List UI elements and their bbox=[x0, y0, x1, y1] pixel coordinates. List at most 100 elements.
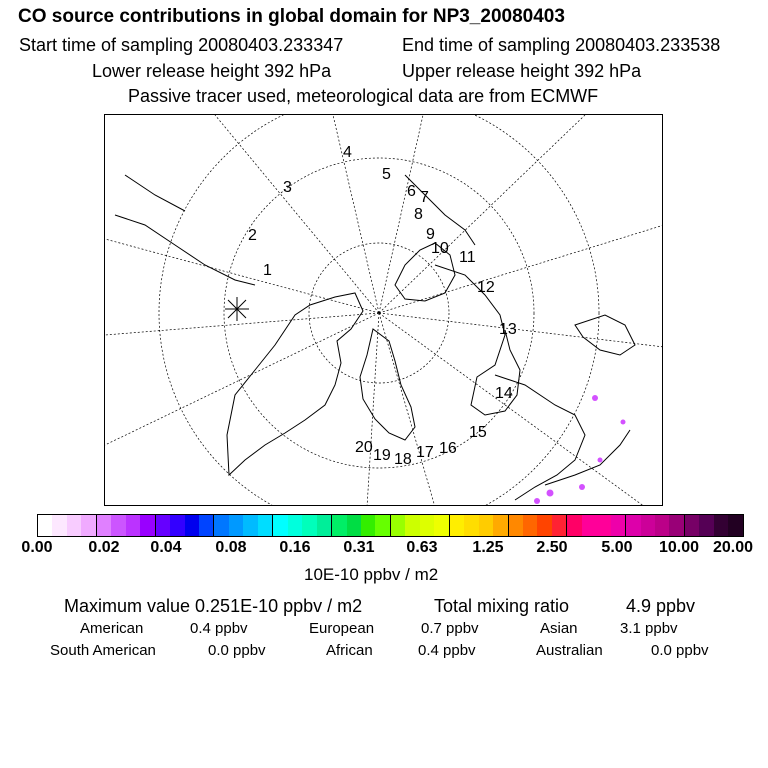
colorbar-tick: 10.00 bbox=[658, 539, 700, 556]
lat-circles bbox=[158, 115, 600, 505]
track-label: 12 bbox=[477, 279, 495, 296]
coast-west bbox=[114, 174, 256, 286]
colorbar-segment bbox=[302, 515, 317, 536]
hotspot bbox=[579, 484, 585, 490]
hotspot bbox=[546, 489, 554, 497]
coast-east bbox=[544, 429, 631, 486]
track-labels: 1 2 3 4 5 6 7 8 9 10 11 12 13 14 15 16 1… bbox=[248, 144, 517, 468]
meridians bbox=[105, 115, 662, 505]
colorbar-segment bbox=[434, 515, 450, 536]
colorbar-segment bbox=[684, 515, 700, 536]
data-note: Passive tracer used, meteorological data… bbox=[128, 86, 599, 106]
plot-title: CO source contributions in global domain… bbox=[18, 6, 565, 27]
colorbar-segment bbox=[111, 515, 126, 536]
colorbar-segment bbox=[38, 515, 53, 536]
colorbar-tick: 1.25 bbox=[472, 539, 504, 556]
colorbar-segment bbox=[273, 515, 288, 536]
coastlines bbox=[114, 174, 636, 501]
colorbar-segment bbox=[170, 515, 185, 536]
total-mixing-label: Total mixing ratio bbox=[434, 596, 570, 616]
source-value: 0.4 ppbv bbox=[190, 620, 248, 637]
map-svg: 1 2 3 4 5 6 7 8 9 10 11 12 13 14 15 16 1… bbox=[105, 115, 662, 505]
colorbar-segment bbox=[125, 515, 141, 536]
coast-north-america bbox=[226, 292, 364, 477]
colorbar-segment bbox=[52, 515, 67, 536]
meridian bbox=[214, 115, 380, 314]
coast-greenland bbox=[359, 328, 416, 441]
colorbar-segment bbox=[464, 515, 479, 536]
colorbar-tick: 0.08 bbox=[215, 539, 247, 556]
colorbar-segment bbox=[140, 515, 156, 536]
max-value: Maximum value 0.251E-10 ppbv / m2 bbox=[64, 596, 363, 616]
track-label: 18 bbox=[394, 451, 412, 468]
colorbar-tick: 0.02 bbox=[88, 539, 120, 556]
colorbar-segment bbox=[346, 515, 361, 536]
colorbar-segment bbox=[596, 515, 611, 536]
source-name: American bbox=[80, 620, 144, 637]
coast-scandinavia bbox=[434, 264, 521, 416]
colorbar bbox=[37, 514, 744, 537]
colorbar-segment bbox=[228, 515, 244, 536]
colorbar-segment bbox=[655, 515, 670, 536]
track-label: 1 bbox=[263, 262, 272, 279]
hotspot bbox=[592, 395, 598, 401]
colorbar-segment bbox=[332, 515, 347, 536]
hotspots bbox=[534, 395, 626, 504]
source-name: Australian bbox=[536, 642, 603, 659]
colorbar-tick: 0.31 bbox=[343, 539, 375, 556]
track-label: 6 bbox=[407, 183, 416, 200]
track-label: 9 bbox=[426, 226, 435, 243]
meridian bbox=[378, 312, 435, 505]
colorbar-segment bbox=[581, 515, 597, 536]
colorbar-segment bbox=[419, 515, 435, 536]
colorbar-tick: 2.50 bbox=[536, 539, 568, 556]
meridian bbox=[105, 238, 380, 314]
colorbar-segment bbox=[567, 515, 582, 536]
colorbar-segment bbox=[699, 515, 714, 536]
lower-release-height: Lower release height 392 hPa bbox=[92, 61, 332, 81]
colorbar-segment bbox=[81, 515, 97, 536]
colorbar-segment bbox=[257, 515, 274, 536]
track-label: 7 bbox=[420, 189, 429, 206]
colorbar-segment bbox=[243, 515, 258, 536]
start-time: Start time of sampling 20080403.233347 bbox=[19, 35, 344, 55]
track-label: 8 bbox=[414, 206, 423, 223]
colorbar-segment bbox=[640, 515, 656, 536]
colorbar-segment bbox=[728, 515, 743, 536]
coast-europe bbox=[494, 374, 586, 501]
meridian bbox=[378, 115, 424, 314]
colorbar-segment bbox=[375, 515, 391, 536]
colorbar-tick: 0.16 bbox=[279, 539, 311, 556]
end-time: End time of sampling 20080403.233538 bbox=[402, 35, 721, 55]
colorbar-segment bbox=[316, 515, 333, 536]
track-label: 11 bbox=[459, 249, 476, 266]
meridian bbox=[378, 312, 643, 505]
map-panel: 1 2 3 4 5 6 7 8 9 10 11 12 13 14 15 16 1… bbox=[104, 114, 663, 506]
colorbar-segment bbox=[360, 515, 376, 536]
colorbar-segment bbox=[508, 515, 523, 536]
colorbar-segment bbox=[551, 515, 568, 536]
colorbar-segment bbox=[626, 515, 641, 536]
meridian bbox=[105, 312, 380, 446]
colorbar-segment bbox=[478, 515, 494, 536]
colorbar-segment bbox=[287, 515, 303, 536]
lat-circle-60 bbox=[158, 115, 600, 505]
release-marker bbox=[225, 297, 249, 321]
colorbar-unit: 10E-10 ppbv / m2 bbox=[304, 565, 439, 584]
track-label: 2 bbox=[248, 227, 257, 244]
track-label: 17 bbox=[416, 444, 434, 461]
source-value: 0.7 ppbv bbox=[421, 620, 479, 637]
hotspot bbox=[597, 457, 603, 463]
colorbar-tick: 0.04 bbox=[150, 539, 182, 556]
coast-island bbox=[574, 314, 636, 356]
colorbar-segment bbox=[522, 515, 538, 536]
colorbar-segment bbox=[493, 515, 509, 536]
source-name: European bbox=[309, 620, 375, 637]
track-label: 5 bbox=[382, 166, 391, 183]
source-value: 0.4 ppbv bbox=[418, 642, 476, 659]
meridian bbox=[378, 312, 662, 348]
meridian bbox=[366, 312, 380, 505]
coast-siberia-north bbox=[394, 242, 456, 302]
meridian bbox=[378, 225, 662, 314]
source-value: 0.0 ppbv bbox=[208, 642, 266, 659]
